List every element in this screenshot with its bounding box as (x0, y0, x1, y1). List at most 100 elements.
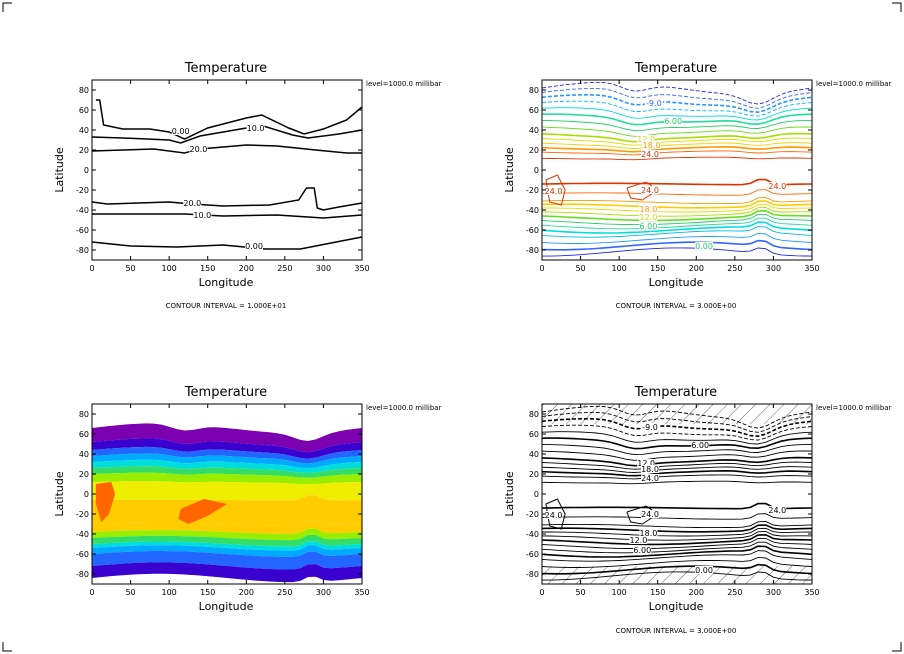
x-tick-label: 250 (277, 588, 292, 597)
chart-title: Temperature (634, 385, 717, 400)
contour-label: 10.0 (193, 211, 211, 220)
chart-top-right: Temperature level=1000.0 millibar 6.0012… (503, 61, 892, 310)
contour-line (541, 456, 813, 467)
y-tick-label: -40 (526, 530, 539, 539)
contour-label: -9.0 (642, 423, 658, 432)
contour-label: 6.00 (633, 546, 651, 555)
x-tick-label: 100 (162, 588, 177, 597)
contour-label-bg (544, 187, 563, 195)
contour-label: 10.0 (247, 124, 265, 133)
contour-label-bg (695, 242, 713, 250)
filled-contour-band (92, 481, 362, 501)
y-tick-label: 40 (79, 126, 89, 135)
contour-line (541, 502, 813, 510)
contour-line (542, 120, 812, 132)
contour-interval-note: CONTOUR INTERVAL = 3.000E+00 (616, 627, 737, 635)
filled-contour-band (92, 438, 362, 459)
y-axis-label: Latitude (503, 471, 516, 517)
contour-line (541, 94, 813, 114)
y-tick-label: 20 (79, 146, 89, 155)
contour-line (541, 200, 813, 209)
contour-line (541, 132, 813, 143)
y-tick-label: -40 (76, 530, 89, 539)
contour-label-bg (644, 99, 663, 107)
contour-line (541, 411, 813, 433)
contour-line (541, 474, 813, 480)
filled-contour-band (92, 466, 362, 478)
x-tick-label: 350 (804, 588, 819, 597)
x-tick-label: 350 (354, 264, 369, 273)
contour-label: 12.0 (637, 459, 655, 468)
contour-line (541, 213, 813, 226)
contour-label-bg (544, 511, 563, 519)
contour-label: 6.00 (691, 441, 709, 450)
contour-line (541, 226, 813, 238)
contour-line (541, 126, 813, 137)
contour-label-bg (641, 465, 659, 473)
contour-line (541, 537, 813, 550)
x-tick-label: 50 (125, 264, 135, 273)
contour-line (541, 100, 813, 117)
contour-label-bg (633, 546, 652, 554)
chart-title: Temperature (634, 61, 717, 76)
contour-label-bg (641, 474, 659, 482)
contour-label-bg (245, 242, 263, 250)
x-tick-label: 50 (575, 588, 585, 597)
x-tick-label: 300 (316, 588, 331, 597)
y-tick-label: 0 (534, 490, 539, 499)
contour-label: 18.0 (641, 465, 659, 474)
plot-area: 0 50 100 150 200 250 300 350 -80 -60 -40 -20 0 20 40 60… (76, 403, 370, 597)
x-tick-label: 150 (650, 264, 665, 273)
y-tick-label: -80 (526, 570, 539, 579)
y-tick-label: 80 (79, 86, 89, 95)
x-tick-label: 0 (539, 588, 544, 597)
y-tick-label: -60 (526, 550, 539, 559)
contour-line (541, 531, 813, 541)
filled-contour-band (92, 528, 362, 541)
contour-label: 24.0 (545, 511, 563, 520)
level-label: level=1000.0 millibar (366, 80, 442, 88)
contour-interval-note: CONTOUR INTERVAL = 1.000E+01 (166, 302, 287, 310)
contour-line (541, 107, 813, 121)
contour-label: 24.0 (768, 506, 786, 515)
contour-label-bg (695, 566, 713, 574)
contour-line (541, 145, 813, 153)
warm-region (95, 482, 116, 522)
y-axis-label: Latitude (53, 471, 66, 517)
contour-line (541, 87, 813, 109)
contour-label-bg (664, 117, 683, 125)
x-tick-label: 0 (89, 264, 94, 273)
x-tick-label: 150 (650, 588, 665, 597)
contour-label: 24.0 (545, 187, 563, 196)
plot-frame (91, 79, 363, 261)
contour-label: 20.0 (183, 199, 201, 208)
contour-label-bg (768, 182, 787, 190)
contour-line (541, 137, 813, 146)
contour-label: 6.00 (640, 222, 658, 231)
contour-label: 0.00 (245, 242, 263, 251)
contour-line (92, 213, 363, 219)
x-tick-label: 150 (200, 588, 215, 597)
contour-line (541, 405, 813, 429)
contour-line (541, 524, 813, 533)
y-tick-label: 80 (529, 410, 539, 419)
contour-label-bg (639, 205, 658, 213)
y-tick-label: -80 (76, 570, 89, 579)
x-tick-label: 250 (727, 264, 742, 273)
contour-line (541, 142, 813, 149)
contour-label: 24.0 (768, 182, 786, 191)
filled-contour-band (92, 472, 362, 485)
contour-label-bg (768, 506, 787, 514)
x-axis-label: Longitude (649, 276, 704, 289)
filled-contour-band (92, 534, 362, 547)
y-tick-label: 80 (529, 86, 539, 95)
contour-loop (626, 505, 659, 525)
x-tick-label: 200 (689, 264, 704, 273)
contour-label-bg (639, 529, 658, 537)
contour-label: -9.0 (646, 99, 662, 108)
contour-line (541, 150, 813, 156)
filled-contour-band (92, 541, 362, 551)
contour-label-bg (639, 222, 658, 230)
x-tick-label: 0 (539, 264, 544, 273)
chart-bottom-right: Temperature level=1000.0 millibar 6.0012… (503, 385, 892, 635)
